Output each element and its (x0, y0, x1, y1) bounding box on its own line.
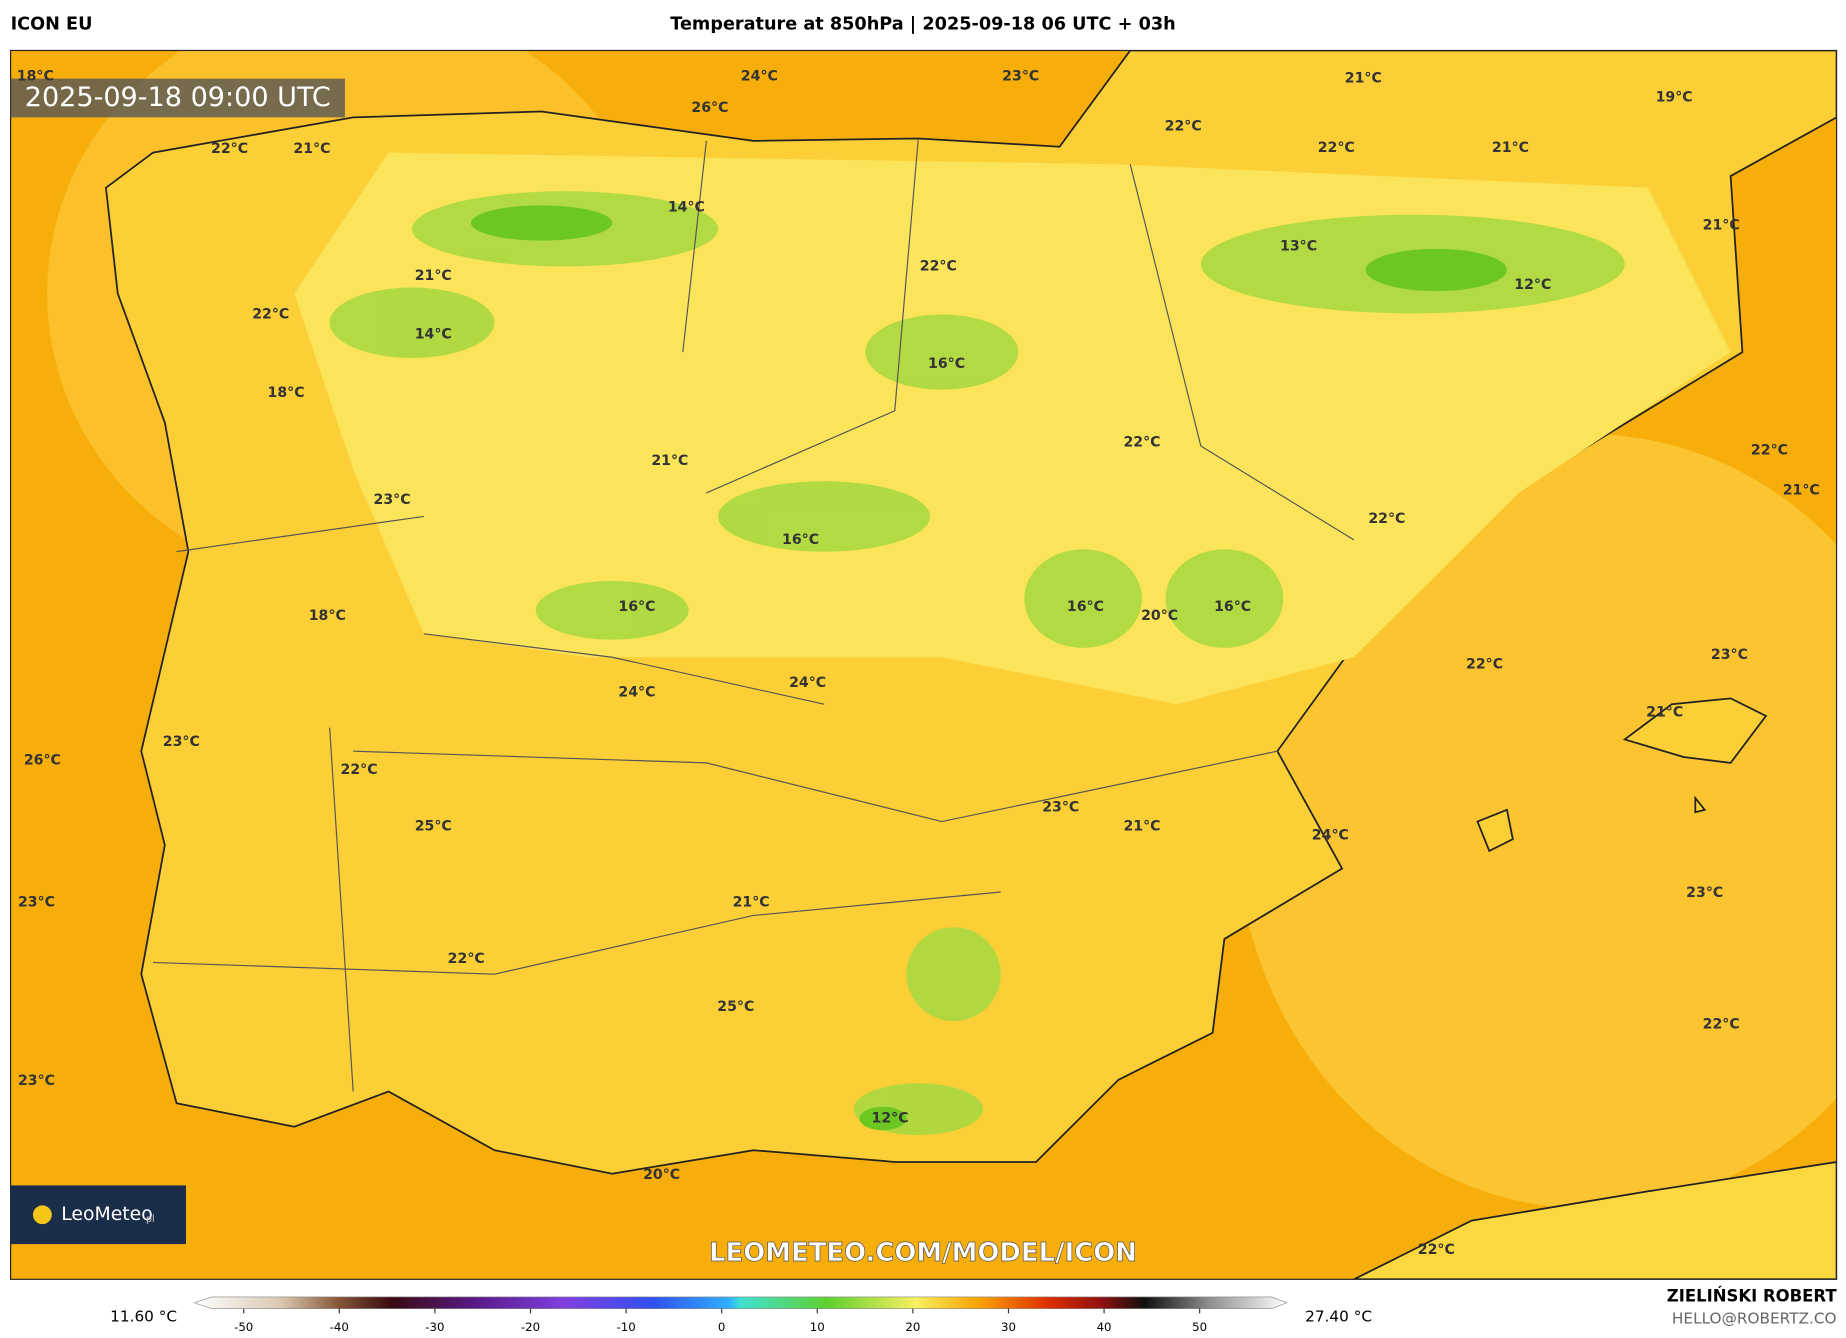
colorbar-tick-label: -50 (234, 1320, 253, 1334)
temperature-label: 24°C (1312, 828, 1349, 844)
temperature-label: 21°C (1646, 704, 1683, 720)
colorbar-tick-label: -10 (616, 1320, 635, 1334)
temperature-label: 26°C (691, 100, 728, 116)
temperature-label: 22°C (211, 141, 248, 157)
colorbar-tick-label: 30 (1001, 1320, 1016, 1334)
timestamp: 2025-09-18 09:00 UTC (25, 82, 331, 113)
temperature-label: 22°C (1318, 140, 1355, 156)
colorbar-tick-label: -30 (425, 1320, 444, 1334)
temperature-label: 22°C (1466, 656, 1503, 672)
temperature-label: 23°C (1686, 885, 1723, 901)
temperature-label: 22°C (1123, 434, 1160, 450)
temperature-label: 25°C (415, 818, 452, 834)
temperature-label: 24°C (741, 68, 778, 84)
colorbar-tick-label: 20 (905, 1320, 920, 1334)
temperature-label: 16°C (782, 532, 819, 548)
model-name: ICON EU (11, 15, 93, 35)
map (10, 50, 1837, 1280)
temperature-label: 16°C (618, 599, 655, 615)
temperature-label: 22°C (1368, 511, 1405, 527)
temperature-label: 14°C (415, 327, 452, 343)
author: ZIELIŃSKI ROBERT (1667, 1286, 1838, 1305)
temperature-label: 12°C (871, 1111, 908, 1127)
colorbar-min: 11.60 °C (110, 1307, 177, 1325)
temperature-label: 21°C (415, 268, 452, 284)
islands (1476, 697, 1768, 853)
temperature-label: 14°C (668, 200, 705, 216)
temperature-label: 18°C (268, 385, 305, 401)
timestamp-box (10, 78, 345, 118)
temperature-label: 22°C (341, 762, 378, 778)
temperature-label: 23°C (1711, 647, 1748, 663)
temperature-label: 19°C (1656, 89, 1693, 105)
temperature-label: 23°C (374, 492, 411, 508)
temperature-label: 24°C (618, 684, 655, 700)
temperature-label: 12°C (1514, 277, 1551, 293)
temperature-label: 22°C (1751, 443, 1788, 459)
colorbar-tick-label: 40 (1097, 1320, 1112, 1334)
temperature-label: 16°C (1214, 599, 1251, 615)
temperature-label: 23°C (18, 895, 55, 911)
logo-sun (32, 1205, 52, 1225)
temperature-label: 16°C (1067, 599, 1104, 615)
temperature-label: 22°C (920, 258, 957, 274)
africa (1353, 1161, 1837, 1280)
temperature-label: 25°C (717, 999, 754, 1015)
temperature-label: 24°C (789, 675, 826, 691)
colorbar-tick-label: -20 (521, 1320, 540, 1334)
temperature-label: 21°C (293, 141, 330, 157)
colorbar-tick-label: 10 (810, 1320, 825, 1334)
borders (153, 138, 1355, 1092)
logo: LeoMeteo (61, 1204, 153, 1225)
colorbar-tick-label: 50 (1192, 1320, 1207, 1334)
email: HELLO@ROBERTZ.CO (1672, 1310, 1837, 1328)
colorbar-tick-label: 0 (718, 1320, 725, 1334)
watermark: LEOMETEO.COM/MODEL/ICON (709, 1238, 1137, 1268)
temperature-label: 20°C (643, 1167, 680, 1183)
temperature-label: 22°C (1418, 1242, 1455, 1258)
temperature-label: 23°C (18, 1073, 55, 1089)
temperature-label: 23°C (1042, 800, 1079, 816)
temperature-label: 18°C (309, 608, 346, 624)
temperature-label: 22°C (252, 307, 289, 323)
cold-cores (470, 205, 1507, 1131)
logo-suffix: pl (146, 1214, 155, 1225)
temperature-label: 21°C (651, 453, 688, 469)
temperature-label: 23°C (1002, 68, 1039, 84)
temperature-label: 21°C (733, 895, 770, 911)
map-title: Temperature at 850hPa | 2025-09-18 06 UT… (670, 15, 1175, 35)
temperature-label: 21°C (1783, 483, 1820, 499)
colorbar (193, 1296, 1288, 1309)
temperature-label: 13°C (1280, 238, 1317, 254)
temperature-label: 20°C (1141, 608, 1178, 624)
map-frame (10, 49, 1838, 1280)
temperature-label: 18°C (17, 68, 54, 84)
colorbar-tick-label: -40 (330, 1320, 349, 1334)
temperature-label: 21°C (1345, 71, 1382, 87)
temperature-label: 22°C (1703, 1017, 1740, 1033)
temperature-label: 22°C (448, 951, 485, 967)
temperature-label: 21°C (1123, 818, 1160, 834)
temperature-label: 21°C (1492, 140, 1529, 156)
field (1236, 434, 1837, 1209)
temperature-label: 22°C (1165, 119, 1202, 135)
colorbar-max: 27.40 °C (1305, 1307, 1372, 1325)
temperature-label: 23°C (163, 734, 200, 750)
cool-zones (329, 191, 1625, 1135)
temperature-label: 26°C (24, 753, 61, 769)
temperature-label: 21°C (1703, 217, 1740, 233)
temperature-label: 16°C (928, 356, 965, 372)
